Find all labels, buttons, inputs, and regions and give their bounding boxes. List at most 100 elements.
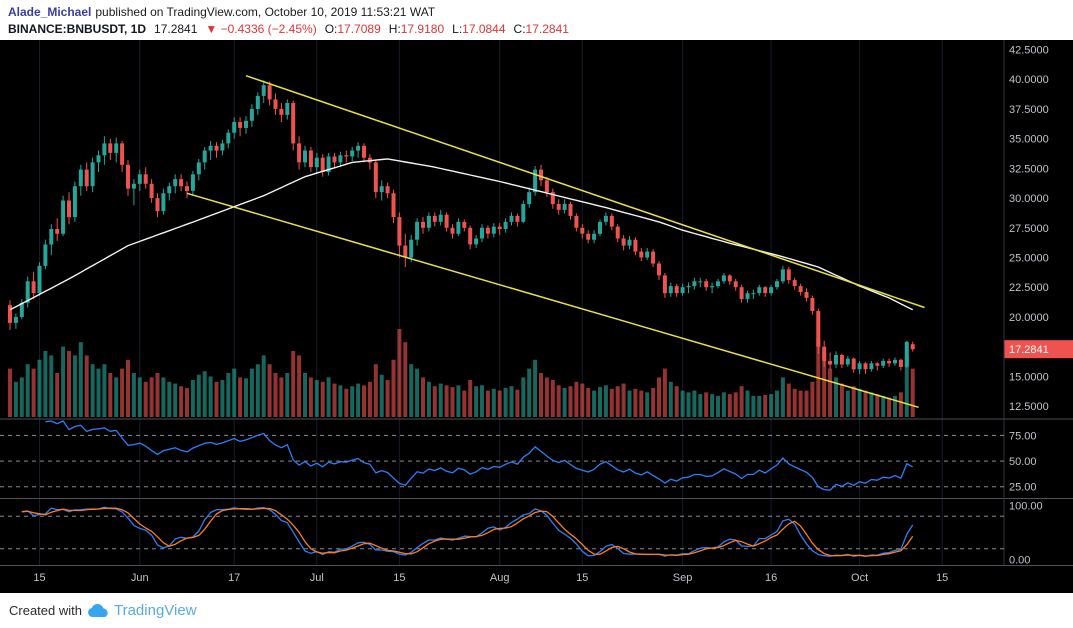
- price-axis-label: 40.0000: [1009, 74, 1049, 86]
- price-axis-label: 12.5000: [1009, 401, 1049, 413]
- price-axis-label: 22.5000: [1009, 282, 1049, 294]
- candle-body: [539, 169, 543, 181]
- volume-bar: [438, 383, 443, 417]
- candle-body: [574, 215, 579, 228]
- volume-bar: [757, 395, 762, 417]
- candle-body: [568, 204, 573, 216]
- candle-body: [586, 233, 591, 240]
- candle-body: [120, 143, 125, 165]
- chart-svg[interactable]: 42.5000 40.0000 37.5000 35.0000 32.5000 30.00…: [0, 40, 1073, 593]
- overlay-layer: [9, 74, 925, 409]
- volume-bar: [255, 364, 260, 417]
- candle-body: [739, 287, 744, 300]
- candle-body: [126, 164, 130, 189]
- price-axis-label: 27.5000: [1009, 223, 1049, 235]
- volume-bar: [739, 386, 744, 417]
- symbol-name[interactable]: BINANCE:BNBUSDT, 1D: [8, 22, 147, 36]
- candle-body: [544, 180, 549, 193]
- time-axis-label: Jun: [131, 572, 149, 584]
- volume-bar: [810, 381, 815, 417]
- volume-bar: [367, 381, 372, 417]
- candle-body: [291, 103, 296, 144]
- author-link[interactable]: Alade_Michael: [8, 5, 92, 19]
- volume-bar: [710, 394, 715, 417]
- candle-body: [415, 221, 420, 240]
- volume-bar: [137, 377, 142, 417]
- candle-body: [757, 287, 762, 294]
- candle-body: [727, 275, 732, 282]
- candle-body: [804, 292, 809, 298]
- volume-bar: [249, 368, 254, 417]
- price-axis-label: 25.0000: [1009, 253, 1049, 265]
- volume-bar: [556, 385, 561, 417]
- volume-bar: [562, 387, 567, 417]
- volume-bar: [568, 386, 573, 417]
- high-value: H:17.9180: [388, 22, 445, 36]
- price-axis-label: 20.0000: [1009, 312, 1049, 324]
- volume-bar: [320, 381, 325, 417]
- volume-bar: [444, 385, 449, 417]
- volume-bar: [733, 392, 738, 417]
- candle-body: [828, 360, 833, 365]
- candle-body: [131, 183, 136, 189]
- candle-body: [102, 143, 107, 156]
- symbol-bar: BINANCE:BNBUSDT, 1D 17.2841 ▼ −0.4336 (−…: [8, 20, 1065, 39]
- stoch-k-line: [21, 506, 914, 558]
- volume-bar: [875, 394, 880, 417]
- volume-bar: [468, 380, 473, 417]
- volume-bar: [462, 390, 467, 417]
- candle-body: [214, 145, 219, 151]
- volume-bar: [108, 373, 113, 417]
- upper-channel-line[interactable]: [245, 74, 925, 309]
- candle-body: [698, 281, 703, 283]
- candle-body: [173, 179, 178, 187]
- candle-body: [639, 251, 644, 258]
- candle-body: [196, 162, 201, 175]
- candle-body: [31, 281, 36, 294]
- volume-bar: [533, 359, 538, 417]
- volume-bar: [285, 373, 290, 417]
- volume-bar: [615, 386, 620, 417]
- volume-bar: [674, 386, 679, 417]
- candle-body: [72, 186, 77, 218]
- time-axis-label: Jul: [310, 572, 324, 584]
- volume-bar: [244, 378, 248, 417]
- volume-bar: [90, 364, 95, 417]
- volume-bar: [497, 390, 502, 417]
- candle-body: [249, 108, 254, 121]
- lower-channel-line[interactable]: [186, 192, 919, 409]
- volume-bar: [356, 383, 361, 417]
- candle-body: [55, 229, 60, 234]
- candle-body: [893, 359, 897, 364]
- time-axis-label: 15: [33, 572, 45, 584]
- candle-body: [409, 239, 414, 258]
- ohlc-values: O:17.7089 H:17.9180 L:17.0844 C:17.2841: [325, 20, 569, 39]
- volume-bar: [503, 387, 508, 417]
- volume-bar: [173, 383, 178, 417]
- candle-body: [320, 157, 325, 172]
- candle-body: [308, 150, 313, 168]
- candle-body: [480, 227, 484, 239]
- volume-bar: [686, 392, 691, 417]
- volume-bar: [603, 385, 608, 417]
- volume-bar: [379, 374, 384, 417]
- tradingview-cloud-icon[interactable]: [88, 604, 108, 617]
- volume-bar: [409, 364, 414, 417]
- candle-body: [208, 145, 213, 151]
- candle-body: [84, 169, 89, 187]
- candle-body: [185, 186, 189, 191]
- volume-bar: [609, 388, 614, 417]
- published-text: published on TradingView.com, October 10…: [95, 5, 436, 19]
- volume-bar: [645, 392, 650, 417]
- candle-body: [267, 85, 272, 100]
- candle-body: [751, 293, 756, 295]
- tradingview-brand[interactable]: TradingView: [113, 602, 197, 619]
- rsi-line: [45, 420, 914, 491]
- volume-bar: [727, 394, 732, 417]
- volume-bar: [869, 392, 874, 417]
- candle-body: [686, 286, 691, 288]
- candle-body: [904, 341, 909, 367]
- candle-body: [161, 193, 166, 212]
- volume-bar: [521, 377, 526, 417]
- volume-bar: [403, 342, 408, 417]
